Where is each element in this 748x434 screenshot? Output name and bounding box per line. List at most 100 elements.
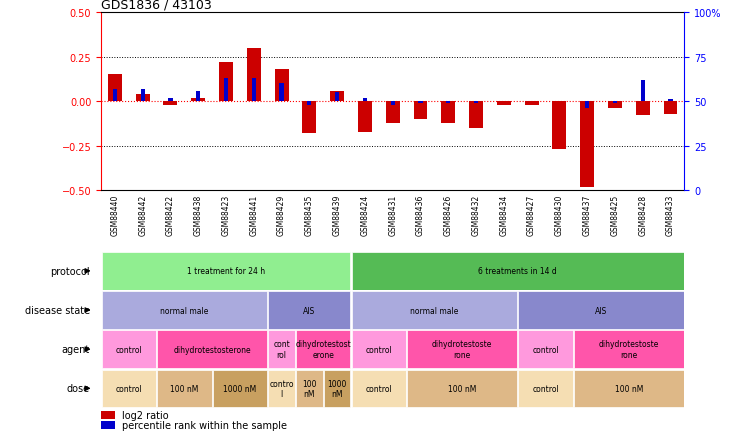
Bar (251, 79, 256, 102)
Bar (191, 99, 205, 102)
Text: GSM88432: GSM88432 (471, 194, 480, 235)
Bar (296, 370, 322, 407)
Text: 1000
nM: 1000 nM (328, 379, 347, 398)
Text: control: control (532, 384, 559, 393)
Bar (363, 99, 367, 102)
Bar (296, 331, 351, 368)
Text: GSM88431: GSM88431 (388, 194, 397, 235)
Bar (390, 102, 395, 105)
Bar (640, 81, 645, 102)
Bar (324, 370, 351, 407)
Text: GSM88439: GSM88439 (333, 194, 342, 235)
Text: dihydrotestoste
rone: dihydrotestoste rone (432, 340, 492, 359)
Bar (469, 102, 483, 128)
Bar (102, 253, 351, 290)
Bar (302, 102, 316, 134)
Bar (352, 370, 406, 407)
Text: GSM88427: GSM88427 (527, 194, 536, 235)
Bar (224, 79, 228, 102)
Bar (247, 49, 261, 102)
Bar (212, 370, 267, 407)
Text: control: control (115, 345, 142, 354)
Text: control: control (532, 345, 559, 354)
Bar (524, 102, 539, 105)
Bar (307, 102, 311, 105)
Text: agent: agent (61, 345, 90, 354)
Text: 1000 nM: 1000 nM (223, 384, 257, 393)
Bar (352, 292, 517, 329)
Bar (352, 253, 684, 290)
Bar (335, 93, 340, 102)
Text: GSM88426: GSM88426 (444, 194, 453, 235)
Bar (414, 102, 427, 120)
Bar (219, 63, 233, 102)
Bar (108, 75, 122, 102)
Bar (358, 102, 372, 132)
Bar (669, 100, 672, 102)
Bar (352, 331, 406, 368)
Bar (157, 331, 267, 368)
Bar (474, 102, 478, 104)
Text: GSM88429: GSM88429 (277, 194, 286, 235)
Bar (269, 370, 295, 407)
Text: GSM88434: GSM88434 (500, 194, 509, 235)
Text: GSM88442: GSM88442 (138, 194, 147, 235)
Bar (102, 370, 156, 407)
Bar (168, 99, 173, 102)
Bar (386, 102, 399, 123)
Text: GSM88438: GSM88438 (194, 194, 203, 235)
Bar (330, 91, 344, 102)
Text: 6 treatments in 14 d: 6 treatments in 14 d (479, 267, 557, 276)
Text: GSM88430: GSM88430 (555, 194, 564, 235)
Text: GSM88428: GSM88428 (638, 194, 647, 235)
Text: GSM88436: GSM88436 (416, 194, 425, 235)
Bar (113, 89, 117, 102)
Bar (275, 70, 289, 102)
Text: AIS: AIS (595, 306, 607, 315)
Bar (269, 331, 295, 368)
Text: GSM88423: GSM88423 (221, 194, 230, 235)
Bar (407, 331, 517, 368)
Text: dihydrotestoste
rone: dihydrotestoste rone (598, 340, 659, 359)
Text: GDS1836 / 43103: GDS1836 / 43103 (101, 0, 212, 12)
Bar (101, 411, 115, 419)
Bar (102, 292, 267, 329)
Bar (280, 84, 283, 102)
Text: 100 nM: 100 nM (448, 384, 476, 393)
Text: cont
rol: cont rol (273, 340, 290, 359)
Bar (407, 370, 517, 407)
Text: GSM88433: GSM88433 (666, 194, 675, 235)
Bar (157, 370, 212, 407)
Bar (608, 102, 622, 109)
Text: GSM88422: GSM88422 (166, 194, 175, 235)
Text: 100 nM: 100 nM (170, 384, 198, 393)
Text: normal male: normal male (160, 306, 209, 315)
Bar (446, 102, 450, 104)
Text: GSM88440: GSM88440 (111, 194, 120, 235)
Bar (613, 102, 617, 104)
Bar (518, 370, 573, 407)
Bar (102, 331, 156, 368)
Bar (636, 102, 650, 116)
Bar (135, 95, 150, 102)
Bar (553, 102, 566, 150)
Text: contro
l: contro l (269, 379, 294, 398)
Text: 1 treatment for 24 h: 1 treatment for 24 h (187, 267, 265, 276)
Bar (580, 102, 594, 187)
Text: protocol: protocol (50, 266, 90, 276)
Text: GSM88435: GSM88435 (305, 194, 314, 235)
Bar (269, 292, 351, 329)
Bar (441, 102, 456, 123)
Text: dose: dose (67, 384, 90, 393)
Text: GSM88424: GSM88424 (361, 194, 370, 235)
Text: dihydrotestost
erone: dihydrotestost erone (295, 340, 351, 359)
Text: AIS: AIS (303, 306, 316, 315)
Bar (585, 102, 589, 109)
Bar (518, 331, 573, 368)
Text: normal male: normal male (410, 306, 459, 315)
Bar (497, 102, 511, 105)
Text: control: control (366, 384, 392, 393)
Text: dihydrotestosterone: dihydrotestosterone (174, 345, 251, 354)
Text: percentile rank within the sample: percentile rank within the sample (122, 420, 287, 430)
Text: control: control (366, 345, 392, 354)
